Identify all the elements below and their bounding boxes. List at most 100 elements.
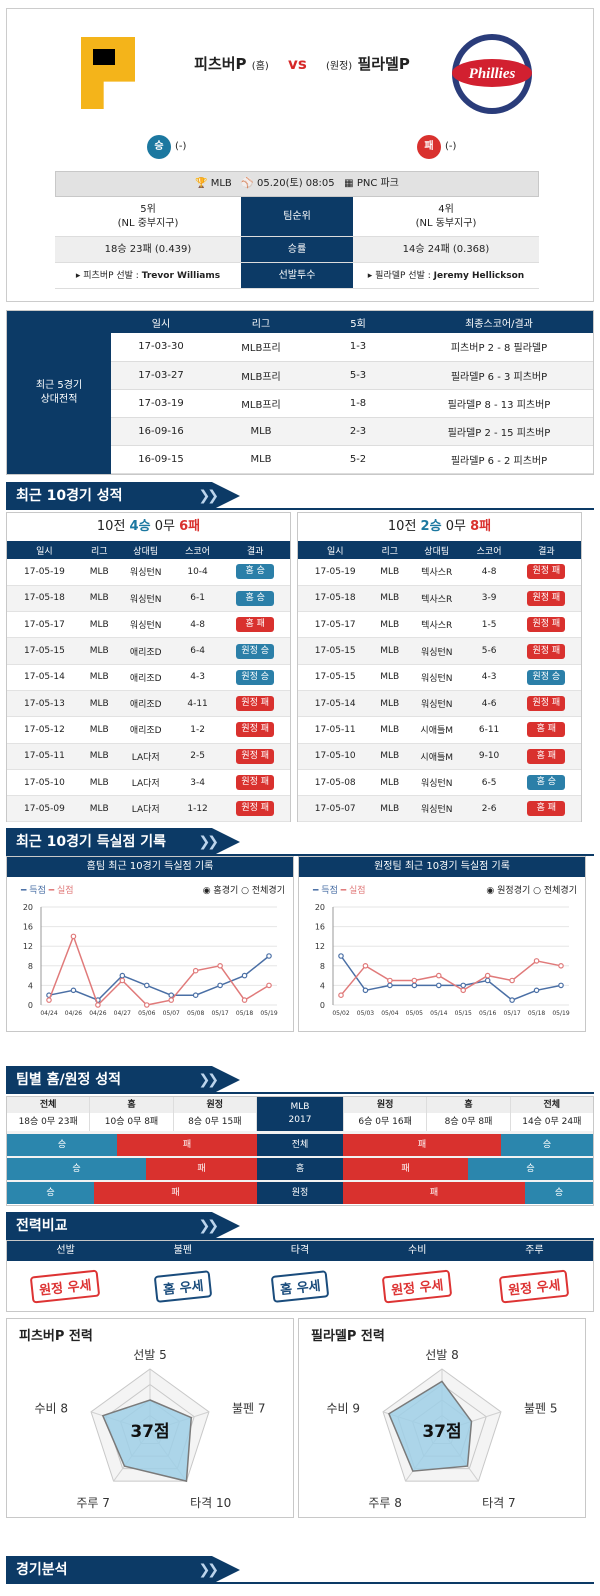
- x-tick-label: 05/17: [503, 1010, 520, 1017]
- home-opt-home[interactable]: 홈경기: [213, 886, 239, 896]
- home-recent-panel: 10전 4승 0무 6패 일시 리그 상대팀 스코어 결과 17-05-19 MLB 워싱턴N…: [6, 512, 291, 822]
- data-point: [46, 997, 52, 1003]
- table-cell: 17-05-10: [314, 751, 356, 762]
- radar-axis-label: 불펜 5: [524, 1401, 558, 1415]
- summary-value: 14승 0무 24패: [522, 1117, 582, 1127]
- table-header: 결과: [246, 546, 264, 557]
- x-tick-label: 05/08: [187, 1010, 204, 1017]
- table-cell: MLB: [89, 698, 109, 709]
- table-cell: MLB: [89, 593, 109, 604]
- table-cell: 애리조D: [129, 673, 162, 684]
- compare-header: 주루: [525, 1245, 544, 1256]
- summary-prefix: 10전: [96, 519, 130, 534]
- homeaway-bar-row: 승 패 전체 패 승: [7, 1134, 593, 1156]
- advantage-stamp: 원정 우세: [498, 1269, 570, 1303]
- home-logo-hole: [93, 49, 115, 65]
- table-cell: 17-05-17: [314, 619, 356, 630]
- table-cell: MLB: [380, 724, 400, 735]
- summary-cell: 전체 18승 0무 23패: [7, 1097, 91, 1131]
- home-opt-all[interactable]: 전체경기: [251, 886, 285, 896]
- table-cell: 17-05-15: [314, 646, 356, 657]
- y-tick-label: 20: [315, 903, 325, 912]
- match-info-bar: 🏆 MLB ⚾ 05.20(토) 08:05 ▦ PNC 파크: [55, 171, 539, 197]
- table-cell: MLB프리: [241, 343, 281, 355]
- venue-label: PNC 파크: [356, 178, 399, 189]
- radar-axis-label: 수비 9: [326, 1401, 360, 1415]
- result-badge: 홈 승: [527, 775, 566, 791]
- data-point: [435, 982, 442, 989]
- table-row: 17-05-11 MLB LA다저 2-5 원정 패: [7, 743, 290, 770]
- radio-selected-icon[interactable]: ◉: [202, 886, 211, 896]
- away-opt-all[interactable]: 전체경기: [543, 886, 577, 896]
- table-row: 17-05-18 MLB 워싱턴N 6-1 홈 승: [7, 585, 290, 612]
- data-point: [168, 992, 175, 999]
- away-scoring-panel: 원정팀 최근 10경기 득실점 기록 ━ 득점 ━ 실점 ◉ 원정경기 ○ 전체…: [298, 856, 586, 1032]
- x-tick-label: 05/07: [163, 1010, 180, 1017]
- h2h-header: 일시: [151, 318, 171, 330]
- x-tick-label: 05/16: [479, 1010, 496, 1017]
- homeaway-summary: 전체 18승 0무 23패 홈 10승 0무 8패 원정 8승 0무 15패 MLB 201…: [7, 1097, 593, 1131]
- table-cell: 5-3: [349, 369, 367, 381]
- summary-cell: 원정 8승 0무 15패: [173, 1097, 257, 1131]
- table-cell: MLB프리: [241, 371, 281, 383]
- table-cell: 원정 승: [220, 664, 290, 690]
- summary-draw: 0무: [154, 519, 175, 534]
- result-badge: 원정 패: [527, 590, 566, 606]
- series-line: [340, 960, 562, 996]
- home-recent-table: 일시 리그 상대팀 스코어 결과 17-05-19 MLB 워싱턴N 10-4 홈 승 17-05-…: [7, 541, 290, 822]
- result-badge: 원정 승: [527, 669, 566, 685]
- result-badge: 원정 패: [236, 722, 275, 738]
- home-loss-bar: 패: [117, 1134, 257, 1156]
- data-point: [362, 963, 369, 969]
- legend-against: 실점: [57, 886, 74, 896]
- pitcher-row: ▸ 피츠버P 선발 : Trevor Williams 선발투수 ▸ 필라델P …: [55, 263, 539, 289]
- x-tick-label: 05/05: [406, 1010, 423, 1017]
- table-cell: 시애틀M: [420, 726, 454, 737]
- radio-selected-icon[interactable]: ◉: [486, 886, 495, 896]
- table-cell: 6-5: [481, 777, 497, 788]
- legend-for: 득점: [29, 886, 46, 896]
- table-cell: 홈 패: [512, 796, 581, 822]
- radio-icon[interactable]: ○: [533, 886, 541, 896]
- table-row: 17-05-07 MLB 워싱턴N 2-6 홈 패: [298, 795, 581, 822]
- x-tick-label: 05/18: [236, 1010, 253, 1017]
- table-header: 결과: [538, 546, 555, 557]
- home-result-note: (-): [175, 141, 187, 152]
- table-cell: 17-05-15: [24, 646, 65, 657]
- away-opt-away[interactable]: 원정경기: [497, 886, 531, 896]
- summary-loss: 8패: [470, 519, 492, 534]
- table-cell: 1-2: [190, 724, 205, 735]
- radio-icon[interactable]: ○: [241, 886, 249, 896]
- table-cell: 17-05-18: [24, 593, 65, 604]
- record-row: 18승 23패 (0.439) 승률 14승 24패 (0.368): [55, 237, 539, 263]
- rank-row: 5위 (NL 중부지구) 팀순위 4위 (NL 동부지구): [55, 197, 539, 237]
- table-cell: 텍사스R: [421, 621, 453, 632]
- data-point: [362, 987, 369, 994]
- record-label: 승률: [241, 237, 353, 262]
- home-win-bar: 승: [7, 1182, 94, 1204]
- table-row: 17-05-15 MLB 워싱턴N 5-6 원정 패: [298, 637, 581, 665]
- y-tick-label: 12: [23, 942, 33, 951]
- data-point: [119, 977, 126, 984]
- x-tick-label: 05/18: [528, 1010, 545, 1017]
- compare-header: 불펜: [173, 1245, 192, 1256]
- away-radar-title: 필라델P 전력: [311, 1329, 385, 1344]
- table-cell: 홈 패: [512, 743, 581, 769]
- table-cell: 원정 패: [512, 638, 581, 664]
- table-row: 17-05-17 MLB 텍사스R 1-5 원정 패: [298, 612, 581, 638]
- y-tick-label: 4: [320, 981, 325, 990]
- home-result-badge: 승: [147, 135, 171, 159]
- away-rank: 4위: [438, 204, 454, 215]
- summary-prefix: 10전: [387, 519, 421, 534]
- data-point: [95, 1002, 101, 1008]
- home-win-bar: 승: [7, 1134, 117, 1156]
- data-point: [338, 992, 344, 999]
- table-cell: MLB: [380, 803, 400, 814]
- table-row: 17-05-19 MLB 텍사스R 4-8 원정 패: [298, 559, 581, 586]
- bar-row-label: 홈: [257, 1158, 343, 1180]
- summary-header: 원정: [344, 1097, 427, 1113]
- table-row: 17-05-15 MLB 워싱턴N 4-3 원정 승: [298, 664, 581, 691]
- radar-axis-label: 타격 10: [190, 1496, 231, 1510]
- table-cell: MLB: [380, 566, 400, 577]
- table-row: 17-05-10 MLB 시애틀M 9-10 홈 패: [298, 743, 581, 770]
